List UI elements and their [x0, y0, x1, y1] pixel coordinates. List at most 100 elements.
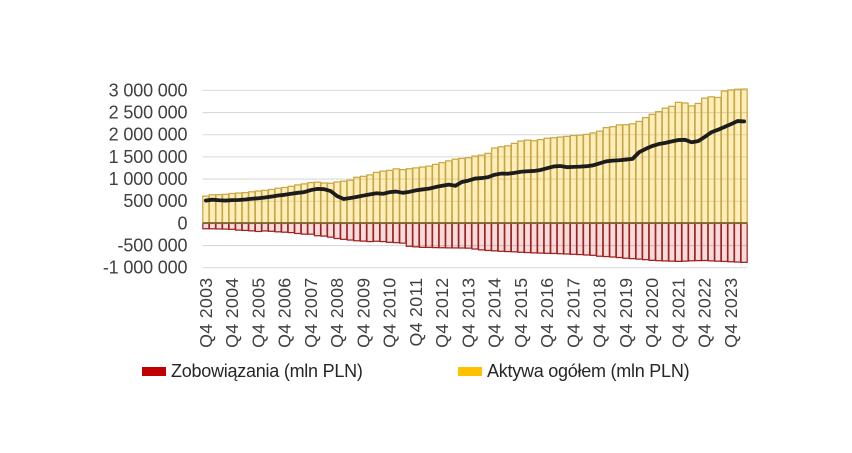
bar-aktywa [412, 167, 420, 225]
bar-zobowiazania [274, 222, 282, 233]
bar-zobowiazania [556, 222, 565, 255]
bar-zobowiazania [602, 222, 610, 258]
bar-zobowiazania [392, 222, 400, 244]
bar-zobowiazania [340, 222, 348, 240]
bar-aktywa [451, 158, 459, 225]
bar-zobowiazania [727, 222, 735, 263]
bar-aktywa [379, 170, 387, 225]
bar-aktywa [445, 160, 453, 225]
bar-zobowiazania [326, 222, 335, 238]
bar-aktywa [668, 105, 676, 225]
bar-zobowiazania [438, 222, 446, 249]
bar-zobowiazania [267, 222, 276, 232]
x-tick-label: Q4 2007 [301, 278, 321, 348]
bar-aktywa [628, 123, 637, 225]
bar-aktywa [497, 146, 505, 225]
y-tick-label: 500 000 [123, 191, 187, 211]
bar-aktywa [648, 113, 656, 225]
bar-zobowiazania [707, 222, 715, 262]
x-tick-label: Q4 2008 [327, 278, 347, 348]
bar-aktywa [641, 117, 650, 225]
x-tick-label: Q4 2019 [616, 278, 636, 348]
bar-zobowiazania [563, 222, 571, 255]
bars-zobowiazania [202, 222, 748, 263]
bar-zobowiazania [366, 222, 374, 243]
bar-aktywa [366, 174, 374, 225]
bar-aktywa [510, 142, 519, 225]
bar-aktywa [477, 154, 486, 225]
bar-zobowiazania [530, 222, 538, 254]
y-tick-label: 2 500 000 [109, 102, 188, 122]
bar-aktywa [733, 88, 742, 225]
bar-aktywa [707, 96, 715, 225]
bar-zobowiazania [458, 222, 466, 249]
net-line [203, 119, 747, 203]
bar-aktywa [714, 96, 722, 225]
bar-aktywa [385, 169, 394, 225]
bar-aktywa [484, 152, 492, 225]
bar-zobowiazania [471, 222, 479, 250]
bar-zobowiazania [477, 222, 486, 251]
x-tick-label: Q4 2018 [590, 278, 610, 348]
bar-zobowiazania [300, 222, 309, 235]
bar-zobowiazania [609, 222, 617, 258]
bar-aktywa [655, 111, 663, 225]
x-tick-label: Q4 2012 [432, 278, 452, 348]
bar-zobowiazania [582, 222, 591, 256]
bar-zobowiazania [569, 222, 578, 255]
bar-zobowiazania [431, 222, 440, 249]
bar-zobowiazania [445, 222, 453, 249]
x-tick-label: Q4 2014 [485, 278, 505, 348]
bar-aktywa [674, 101, 683, 225]
x-tick-label: Q4 2015 [511, 278, 531, 348]
bar-zobowiazania [714, 222, 722, 262]
bar-zobowiazania [215, 222, 223, 230]
bar-zobowiazania [635, 222, 643, 260]
bar-zobowiazania [536, 222, 545, 254]
bar-aktywa [582, 133, 591, 225]
bar-zobowiazania [261, 222, 269, 232]
bar-zobowiazania [674, 222, 683, 262]
bar-zobowiazania [648, 222, 656, 261]
bar-aktywa [609, 126, 617, 225]
y-tick-label: -500 000 [118, 235, 188, 255]
bar-aktywa [622, 124, 630, 225]
legend-label-zobowiazania: Zobowiązania (mln PLN) [171, 360, 363, 381]
bar-aktywa [576, 134, 584, 225]
x-tick-label: Q4 2003 [196, 278, 216, 348]
bar-aktywa [392, 168, 400, 225]
bar-aktywa [471, 155, 479, 225]
bar-zobowiazania [720, 222, 729, 263]
bar-zobowiazania [641, 222, 650, 261]
bar-aktywa [543, 137, 551, 225]
bar-aktywa [550, 137, 558, 225]
bar-aktywa [372, 171, 381, 225]
x-tick-label: Q4 2021 [668, 278, 688, 348]
x-tick-label: Q4 2009 [353, 278, 373, 348]
bar-aktywa [491, 147, 499, 225]
bar-aktywa [418, 166, 427, 225]
bar-aktywa [464, 157, 473, 225]
x-tick-label: Q4 2017 [563, 278, 583, 348]
bar-zobowiazania [287, 222, 295, 234]
y-tick-label: 3 000 000 [109, 80, 188, 100]
bar-zobowiazania [622, 222, 630, 259]
bar-zobowiazania [733, 222, 742, 263]
bar-aktywa [333, 181, 341, 225]
bar-zobowiazania [399, 222, 407, 244]
bar-aktywa [720, 90, 729, 225]
bar-zobowiazania [701, 222, 709, 262]
x-tick-label: Q4 2004 [222, 278, 242, 348]
bar-zobowiazania [359, 222, 368, 242]
x-tick-label: Q4 2023 [721, 278, 741, 348]
bar-zobowiazania [333, 222, 341, 240]
bar-aktywa [425, 165, 433, 225]
bar-zobowiazania [412, 222, 420, 248]
bar-zobowiazania [405, 222, 414, 247]
bar-zobowiazania [596, 222, 604, 257]
bar-zobowiazania [235, 222, 243, 231]
bar-zobowiazania [353, 222, 361, 242]
bar-aktywa [661, 107, 670, 225]
bar-aktywa [523, 139, 532, 225]
